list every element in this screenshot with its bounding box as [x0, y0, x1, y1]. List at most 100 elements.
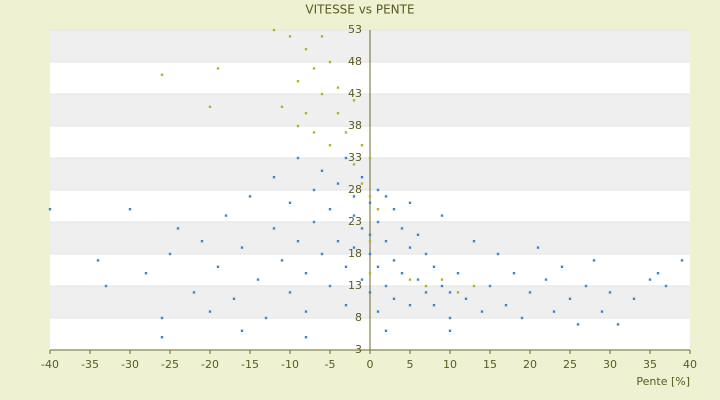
point	[240, 329, 244, 332]
point	[312, 131, 316, 134]
point	[272, 176, 276, 179]
point	[336, 182, 340, 185]
point	[304, 272, 308, 275]
point	[312, 220, 316, 224]
point	[368, 233, 372, 236]
point	[368, 252, 372, 256]
point	[288, 201, 292, 204]
point	[360, 182, 364, 185]
point	[528, 291, 532, 294]
point	[472, 240, 476, 243]
point	[504, 304, 508, 307]
point	[240, 246, 244, 249]
point	[296, 80, 300, 83]
x-tick-label: 0	[367, 358, 374, 371]
point	[224, 214, 228, 217]
x-tick-label: 10	[443, 358, 457, 371]
point	[128, 208, 132, 211]
point	[648, 278, 652, 281]
point	[440, 278, 444, 281]
point	[320, 169, 324, 172]
point	[288, 291, 292, 294]
point	[456, 272, 460, 275]
point	[368, 201, 372, 204]
point	[352, 99, 356, 102]
point	[408, 246, 412, 249]
point	[368, 272, 372, 275]
point	[160, 316, 164, 320]
point	[352, 246, 356, 249]
point	[576, 323, 580, 326]
point	[432, 265, 436, 268]
point	[384, 240, 388, 243]
point	[256, 278, 260, 281]
point	[336, 86, 340, 89]
point	[344, 265, 348, 268]
point	[272, 28, 276, 32]
x-tick-label: 40	[683, 358, 697, 371]
point	[440, 284, 444, 288]
point	[432, 304, 436, 307]
point	[520, 316, 524, 320]
point	[344, 156, 348, 160]
point	[208, 105, 212, 108]
point	[376, 220, 380, 224]
y-tick-label: 23	[348, 215, 362, 228]
point	[336, 240, 340, 243]
point	[392, 259, 396, 262]
point	[272, 227, 276, 230]
point	[352, 214, 356, 217]
x-tick-label: -20	[201, 358, 219, 371]
point	[344, 131, 348, 134]
point	[616, 323, 620, 326]
y-tick-label: 33	[348, 151, 362, 164]
y-tick-label: 53	[348, 23, 362, 36]
y-tick-label: 8	[355, 311, 362, 324]
point	[376, 208, 380, 211]
point	[216, 265, 220, 268]
point	[360, 144, 364, 147]
x-tick-label: 30	[603, 358, 617, 371]
point	[408, 201, 412, 204]
y-tick-label: 48	[348, 55, 362, 68]
x-tick-label: 35	[643, 358, 657, 371]
point	[328, 284, 332, 288]
point	[304, 310, 308, 313]
point	[464, 297, 468, 300]
x-tick-label: -5	[325, 358, 336, 371]
point	[552, 310, 556, 313]
point	[48, 208, 52, 211]
point	[424, 291, 428, 294]
point	[296, 240, 300, 243]
point	[448, 291, 452, 294]
point	[400, 272, 404, 275]
point	[448, 329, 452, 332]
y-tick-label: 43	[348, 87, 362, 100]
point	[416, 233, 420, 236]
point	[368, 195, 372, 198]
point	[440, 214, 444, 217]
point	[320, 92, 324, 96]
point	[584, 284, 588, 288]
point	[480, 310, 484, 313]
point	[328, 60, 332, 64]
point	[96, 259, 100, 262]
point	[160, 336, 164, 339]
x-tick-label: 25	[563, 358, 577, 371]
point	[608, 291, 612, 294]
point	[392, 208, 396, 211]
x-tick-label: -35	[81, 358, 99, 371]
point	[544, 278, 548, 281]
y-tick-label: 28	[348, 183, 362, 196]
point	[408, 278, 412, 281]
x-tick-label: -15	[241, 358, 259, 371]
point	[424, 284, 428, 288]
point	[408, 304, 412, 307]
point	[192, 291, 196, 294]
point	[536, 246, 540, 249]
x-axis-label: Pente [%]	[636, 375, 690, 388]
x-tick-label: -40	[41, 358, 59, 371]
point	[376, 265, 380, 268]
point	[512, 272, 516, 275]
